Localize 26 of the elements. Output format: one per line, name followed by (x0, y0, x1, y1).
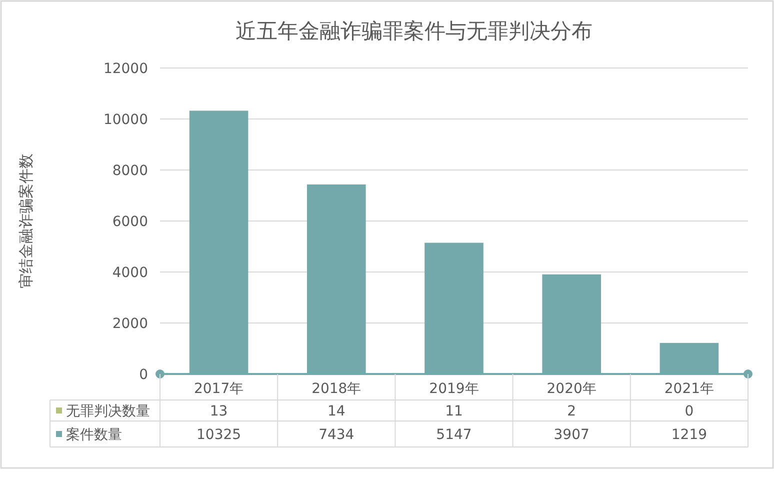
data-label: 13 (210, 404, 228, 420)
y-axis-title: 审结金融诈骗案件数 (17, 154, 35, 288)
data-label: 14 (327, 404, 346, 420)
y-tick-label: 8000 (112, 163, 148, 179)
y-tick-label: 0 (139, 367, 148, 383)
chart-title: 近五年金融诈骗罪案件与无罪判决分布 (236, 19, 592, 43)
data-label: 3907 (554, 427, 590, 443)
x-tick-label: 2021年 (664, 381, 714, 397)
x-tick-label: 2018年 (312, 381, 362, 397)
data-label: 0 (684, 404, 694, 420)
x-tick-label: 2019年 (429, 381, 479, 397)
y-tick-label: 2000 (112, 316, 148, 332)
data-label: 2 (567, 404, 576, 420)
x-tick-label: 2017年 (194, 381, 244, 397)
data-label: 11 (445, 404, 463, 420)
data-label: 10325 (196, 427, 242, 443)
legend-label: 无罪判决数量 (66, 404, 150, 420)
y-tick-label: 12000 (103, 61, 148, 77)
data-label: 1219 (671, 427, 708, 443)
data-label: 5147 (436, 427, 472, 443)
data-label: 7434 (318, 427, 354, 443)
y-tick-label: 6000 (112, 214, 148, 230)
y-tick-label: 4000 (112, 265, 148, 281)
y-tick-label: 10000 (103, 112, 148, 128)
legend-label: 案件数量 (66, 426, 122, 443)
x-tick-label: 2020年 (546, 381, 596, 397)
